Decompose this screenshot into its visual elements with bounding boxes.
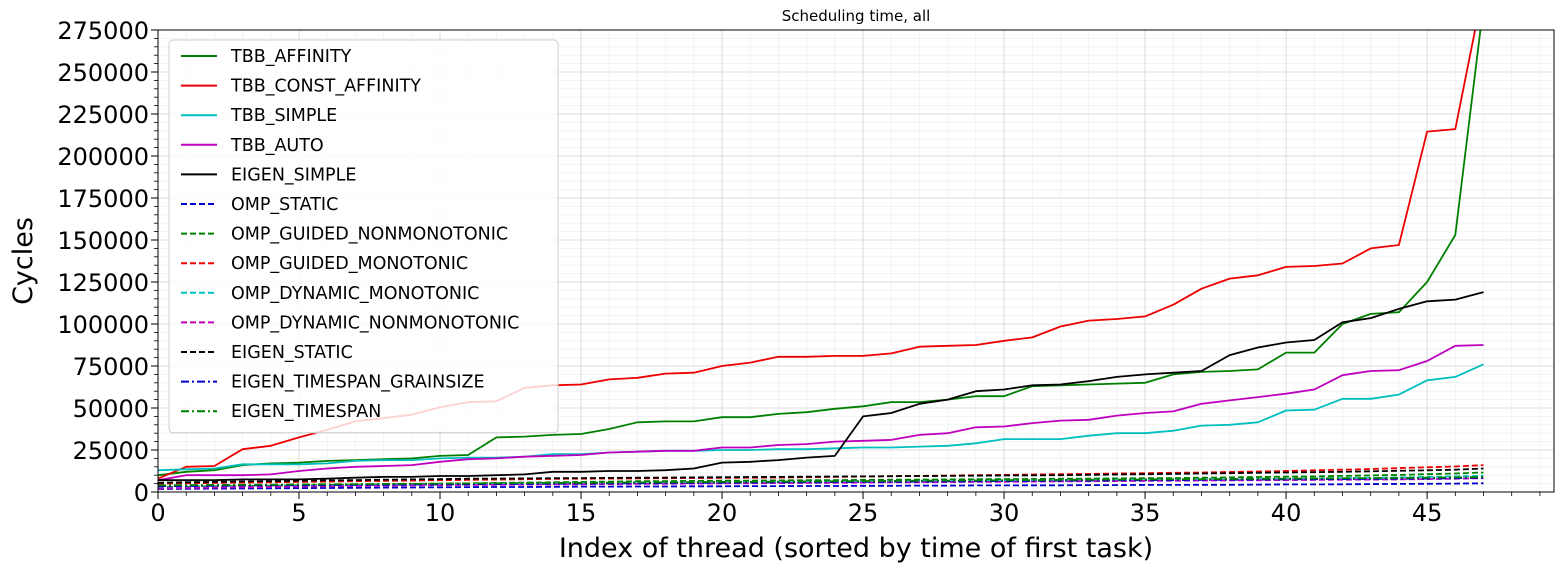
legend-entry: TBB_AUTO xyxy=(230,136,324,156)
legend-entry: OMP_DYNAMIC_NONMONOTONIC xyxy=(231,313,519,333)
series-line-tbb-auto xyxy=(158,344,1484,482)
y-tick-label: 225000 xyxy=(57,101,149,129)
x-tick-label: 40 xyxy=(1271,499,1302,527)
y-tick-label: 175000 xyxy=(57,185,149,213)
x-tick-label: 15 xyxy=(566,499,597,527)
x-tick-label: 30 xyxy=(989,499,1020,527)
plot-frame xyxy=(157,29,1555,493)
y-tick-label: 275000 xyxy=(57,17,149,45)
legend-entry: TBB_CONST_AFFINITY xyxy=(230,77,421,97)
y-tick-label: 125000 xyxy=(57,269,149,297)
y-tick-label: 25000 xyxy=(73,437,149,465)
legend-entry: TBB_SIMPLE xyxy=(230,106,337,126)
ticks: 0 5 10 15 20 25 30 35 40 45 0 25000 50000 75000 100000… xyxy=(57,17,1541,527)
legend-entry: EIGEN_TIMESPAN xyxy=(231,402,381,422)
chart-title: Scheduling time, all xyxy=(782,7,931,25)
series-layer xyxy=(158,30,1484,490)
legend-box xyxy=(168,39,559,434)
x-tick-label: 35 xyxy=(1130,499,1161,527)
series-line-omp-static xyxy=(158,482,1484,490)
x-axis-label: Index of thread (sorted by time of first… xyxy=(559,533,1153,564)
y-tick-label: 150000 xyxy=(57,227,149,255)
x-tick-label: 45 xyxy=(1412,499,1443,527)
x-tick-label: 10 xyxy=(425,499,456,527)
legend-entry: EIGEN_STATIC xyxy=(231,343,353,363)
legend-entry: TBB_AFFINITY xyxy=(230,47,352,67)
legend-entry: OMP_GUIDED_MONOTONIC xyxy=(231,254,468,274)
y-axis-label: Cycles xyxy=(8,217,39,305)
y-tick-label: 50000 xyxy=(73,395,149,423)
legend-entry: EIGEN_SIMPLE xyxy=(231,165,356,185)
series-line-eigen-static xyxy=(158,467,1484,484)
series-line-eigen-simple xyxy=(158,291,1484,482)
x-tick-label: 20 xyxy=(707,499,738,527)
y-tick-label: 75000 xyxy=(73,353,149,381)
y-tick-label: 250000 xyxy=(57,59,149,87)
legend-entry: OMP_DYNAMIC_MONOTONIC xyxy=(231,284,479,304)
series-line-tbb-simple xyxy=(158,363,1484,472)
x-tick-label: 5 xyxy=(291,499,306,527)
x-tick-label: 25 xyxy=(848,499,879,527)
x-tick-label: 0 xyxy=(150,499,165,527)
legend-entry: OMP_STATIC xyxy=(231,195,338,215)
legend-entry: OMP_GUIDED_NONMONOTONIC xyxy=(231,225,508,245)
y-tick-label: 200000 xyxy=(57,143,149,171)
y-tick-label: 0 xyxy=(134,479,149,507)
y-tick-label: 100000 xyxy=(57,311,149,339)
series-line-eigen-timespan xyxy=(158,476,1484,487)
legend-entry: EIGEN_TIMESPAN_GRAINSIZE xyxy=(231,373,485,393)
legend: TBB_AFFINITY TBB_CONST_AFFINITY TBB_SIMPLE… xyxy=(168,39,559,434)
